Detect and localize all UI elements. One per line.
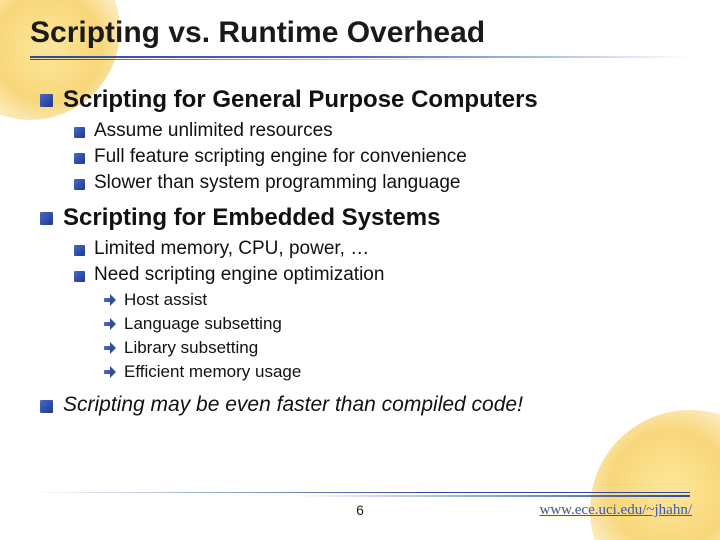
bullet-arrow-icon [104, 294, 116, 306]
bullet-square-icon [74, 127, 85, 138]
sub-item-text: Language subsetting [124, 313, 282, 335]
sub-item-text: Library subsetting [124, 337, 258, 359]
section-heading: Scripting for General Purpose Computers [40, 86, 686, 115]
bullet-square-icon [74, 179, 85, 190]
sub-list-item: Library subsetting [104, 337, 686, 359]
slide-content: Scripting for General Purpose Computers … [30, 72, 690, 417]
heading-text: Scripting for Embedded Systems [63, 204, 440, 233]
bullet-square-icon [74, 271, 85, 282]
list-item-text: Need scripting engine optimization [94, 263, 384, 287]
heading-text: Scripting for General Purpose Computers [63, 86, 538, 115]
section-heading: Scripting for Embedded Systems [40, 204, 686, 233]
sub-item-text: Efficient memory usage [124, 361, 301, 383]
list-item: Limited memory, CPU, power, … [74, 237, 686, 261]
sub-list-item: Language subsetting [104, 313, 686, 335]
footer-underline [30, 492, 690, 497]
footer-url: www.ece.uci.edu/~jhahn/ [539, 502, 692, 519]
list-item: Need scripting engine optimization [74, 263, 686, 287]
slide-title: Scripting vs. Runtime Overhead [30, 16, 690, 56]
sub-list-item: Efficient memory usage [104, 361, 686, 383]
bullet-square-icon [40, 212, 53, 225]
list-item-text: Full feature scripting engine for conven… [94, 145, 467, 169]
title-underline [30, 56, 690, 62]
bullet-square-icon [40, 400, 53, 413]
sub-list-item: Host assist [104, 289, 686, 311]
bullet-square-icon [74, 245, 85, 256]
bullet-square-icon [40, 94, 53, 107]
slide-footer: 6 www.ece.uci.edu/~jhahn/ [0, 498, 720, 528]
list-item: Slower than system programming language [74, 171, 686, 195]
list-item-text: Slower than system programming language [94, 171, 460, 195]
bullet-arrow-icon [104, 342, 116, 354]
closing-text: Scripting may be even faster than compil… [63, 392, 523, 417]
closing-remark: Scripting may be even faster than compil… [40, 392, 686, 417]
bullet-arrow-icon [104, 318, 116, 330]
list-item: Assume unlimited resources [74, 119, 686, 143]
bullet-square-icon [74, 153, 85, 164]
list-item: Full feature scripting engine for conven… [74, 145, 686, 169]
list-item-text: Limited memory, CPU, power, … [94, 237, 369, 261]
sub-item-text: Host assist [124, 289, 207, 311]
list-item-text: Assume unlimited resources [94, 119, 333, 143]
bullet-arrow-icon [104, 366, 116, 378]
slide: Scripting vs. Runtime Overhead Scripting… [0, 0, 720, 540]
